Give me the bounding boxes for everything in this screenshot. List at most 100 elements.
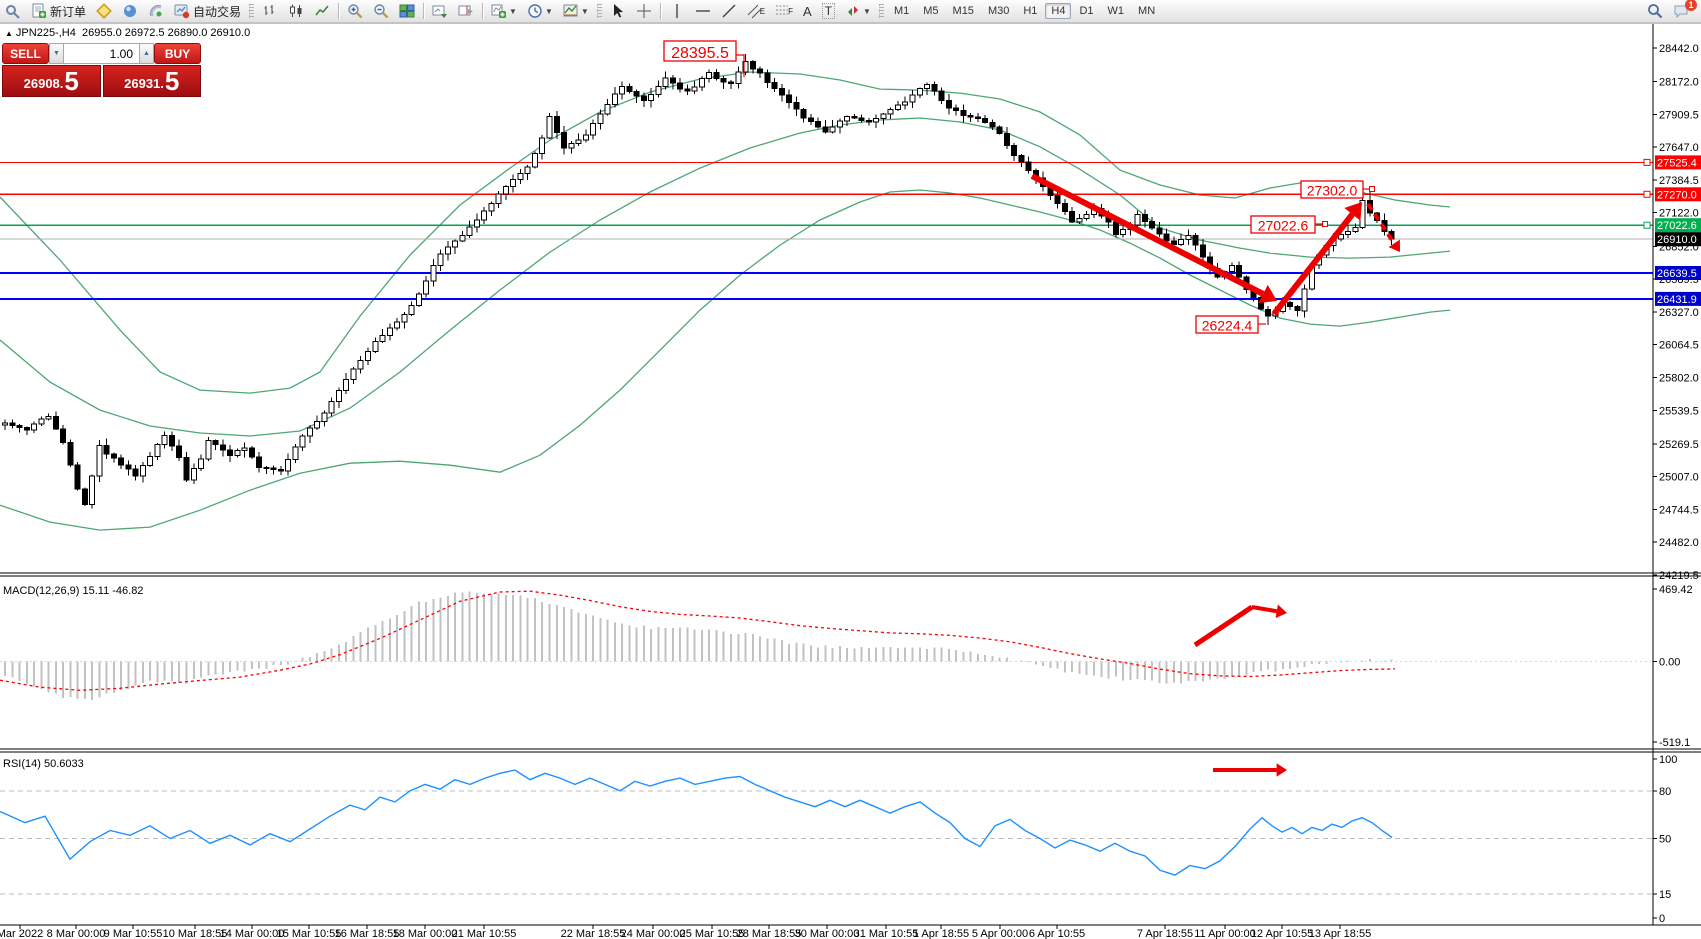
toolbar-grip[interactable] — [878, 4, 884, 18]
bar-chart-button[interactable] — [258, 1, 282, 21]
toolbar-grip[interactable] — [249, 4, 255, 18]
timeframe-mn-button[interactable]: MN — [1138, 5, 1156, 17]
rsi-panel: RSI(14) 50.6033 — [0, 758, 1653, 895]
volume-increase-button[interactable]: ▲ — [139, 43, 154, 64]
timeframe-m30-button[interactable]: M30 — [987, 5, 1010, 17]
horizontal-line-tool-button[interactable] — [691, 1, 715, 21]
text-tool-button[interactable]: A — [799, 1, 816, 21]
chart-annotations[interactable]: 28395.5 27302.0 27022.6 26224.4 — [663, 40, 1400, 334]
templates-button[interactable]: ▼ — [559, 1, 593, 21]
price-badge-26910.0 — [1655, 232, 1701, 247]
notifications-button[interactable]: 1 — [1669, 0, 1697, 21]
timeframe-m5-button[interactable]: M5 — [923, 5, 939, 17]
profiles-button[interactable] — [92, 1, 116, 21]
bull-candle — [742, 61, 749, 73]
buy-button[interactable]: BUY — [154, 43, 201, 64]
bear-candle — [771, 81, 778, 89]
line-handle — [1643, 158, 1651, 166]
bull-candle — [357, 360, 364, 370]
price-badge-text: 27525.4 — [1657, 157, 1697, 169]
price-axis[interactable]: 28442.0 28172.0 27909.5 27647.0 27384.5 27122… — [1653, 43, 1701, 582]
bear-candle — [1011, 145, 1018, 157]
text-label-tool-button[interactable]: T — [818, 1, 839, 21]
timeframe-d1-button[interactable]: D1 — [1079, 5, 1094, 17]
dropdown-arrow-icon: ▼ — [509, 6, 517, 16]
bull-candle — [89, 475, 96, 505]
collapse-triangle-icon[interactable]: ▲ — [5, 29, 13, 38]
timeframe-m15-button[interactable]: M15 — [952, 5, 974, 17]
price-label-box[interactable] — [663, 40, 737, 62]
bear-candle — [786, 94, 793, 104]
macd-tick-label: -519.1 — [1659, 737, 1690, 749]
bear-candle — [822, 126, 829, 133]
trendline-tool-button[interactable] — [717, 1, 741, 21]
bear-candle — [728, 81, 734, 85]
sell-button[interactable]: SELL — [2, 43, 49, 64]
periods-button[interactable]: ▼ — [523, 1, 557, 21]
price-badge-27022.6 — [1655, 218, 1701, 233]
bear-candle — [110, 453, 117, 459]
price-badge-text: 26910.0 — [1657, 234, 1697, 246]
bear-candle — [858, 117, 865, 121]
equidistant-channel-tool-button[interactable]: E — [743, 1, 769, 21]
bull-candle — [1076, 217, 1083, 223]
volume-input[interactable] — [64, 43, 139, 64]
indicators-button[interactable]: ▼ — [487, 1, 521, 21]
bull-candle — [415, 293, 422, 306]
zoom-out-button[interactable] — [369, 1, 393, 21]
bear-candle — [132, 468, 139, 477]
time-axis[interactable]: Mar 2022 8 Mar 00:009 Mar 10:55 10 Mar 18:… — [0, 925, 1371, 939]
bull-candle — [38, 418, 45, 425]
line-handle — [1643, 221, 1651, 229]
community-icon — [124, 5, 137, 17]
crosshair-tool-button[interactable] — [632, 1, 656, 21]
bull-candle — [706, 72, 713, 79]
bear-candle — [996, 126, 1003, 134]
search-button[interactable] — [1643, 1, 1667, 21]
level-lines[interactable] — [0, 158, 1653, 300]
fibonacci-tool-button[interactable]: F — [771, 1, 797, 21]
new-order-button[interactable]: 新订单 — [27, 1, 90, 21]
bull-candle — [532, 153, 538, 168]
bull-candle — [582, 134, 589, 141]
cursor-tool-button[interactable] — [606, 1, 630, 21]
community-button[interactable] — [118, 1, 142, 21]
bull-candle — [328, 401, 335, 414]
bull-candle — [510, 179, 517, 187]
chart-shift-button[interactable] — [454, 1, 478, 21]
toolbar-grip[interactable] — [596, 4, 602, 18]
bear-candle — [23, 427, 30, 431]
volume-decrease-button[interactable]: ▼ — [49, 43, 64, 64]
zoom-in-button[interactable] — [343, 1, 367, 21]
candlestick-chart-button[interactable] — [284, 1, 308, 21]
vertical-line-tool-button[interactable] — [665, 1, 689, 21]
signals-button[interactable] — [144, 1, 168, 21]
date-tick-label: Mar 2022 — [0, 928, 43, 939]
sell-price-panel[interactable]: 26908. 5 — [2, 65, 101, 97]
arrows-tool-button[interactable]: ▼ — [841, 1, 875, 21]
bull-candle — [466, 226, 473, 236]
bull-candle — [241, 447, 248, 452]
market-watch-button[interactable] — [1, 1, 25, 21]
timeframe-m1-button[interactable]: M1 — [893, 5, 910, 17]
autotrade-button[interactable]: 自动交易 — [170, 1, 245, 21]
tile-windows-button[interactable] — [395, 1, 419, 21]
line-chart-button[interactable] — [310, 1, 334, 21]
date-tick-label: 14 Mar 00:00 — [220, 928, 285, 939]
timeframe-w1-button[interactable]: W1 — [1107, 5, 1125, 17]
timeframe-h4-button[interactable]: H4 — [1045, 3, 1072, 19]
timeframe-h1-button[interactable]: H1 — [1023, 5, 1038, 17]
date-tick-label: 21 Mar 10:55 — [452, 928, 517, 939]
bear-candle — [1163, 233, 1170, 242]
bull-candle — [619, 85, 626, 95]
toolbar-group-scroll — [427, 0, 479, 22]
buy-price-panel[interactable]: 26931. 5 — [102, 65, 201, 97]
price-badge-26431.9 — [1655, 291, 1701, 306]
band-middle — [0, 117, 1451, 437]
price-label-text: 26224.4 — [1202, 318, 1253, 334]
bull-candle — [836, 120, 843, 128]
bear-candle — [815, 121, 822, 128]
auto-scroll-button[interactable] — [428, 1, 452, 21]
bull-candle — [1345, 231, 1352, 235]
macd-tick-label: 469.42 — [1659, 584, 1693, 596]
